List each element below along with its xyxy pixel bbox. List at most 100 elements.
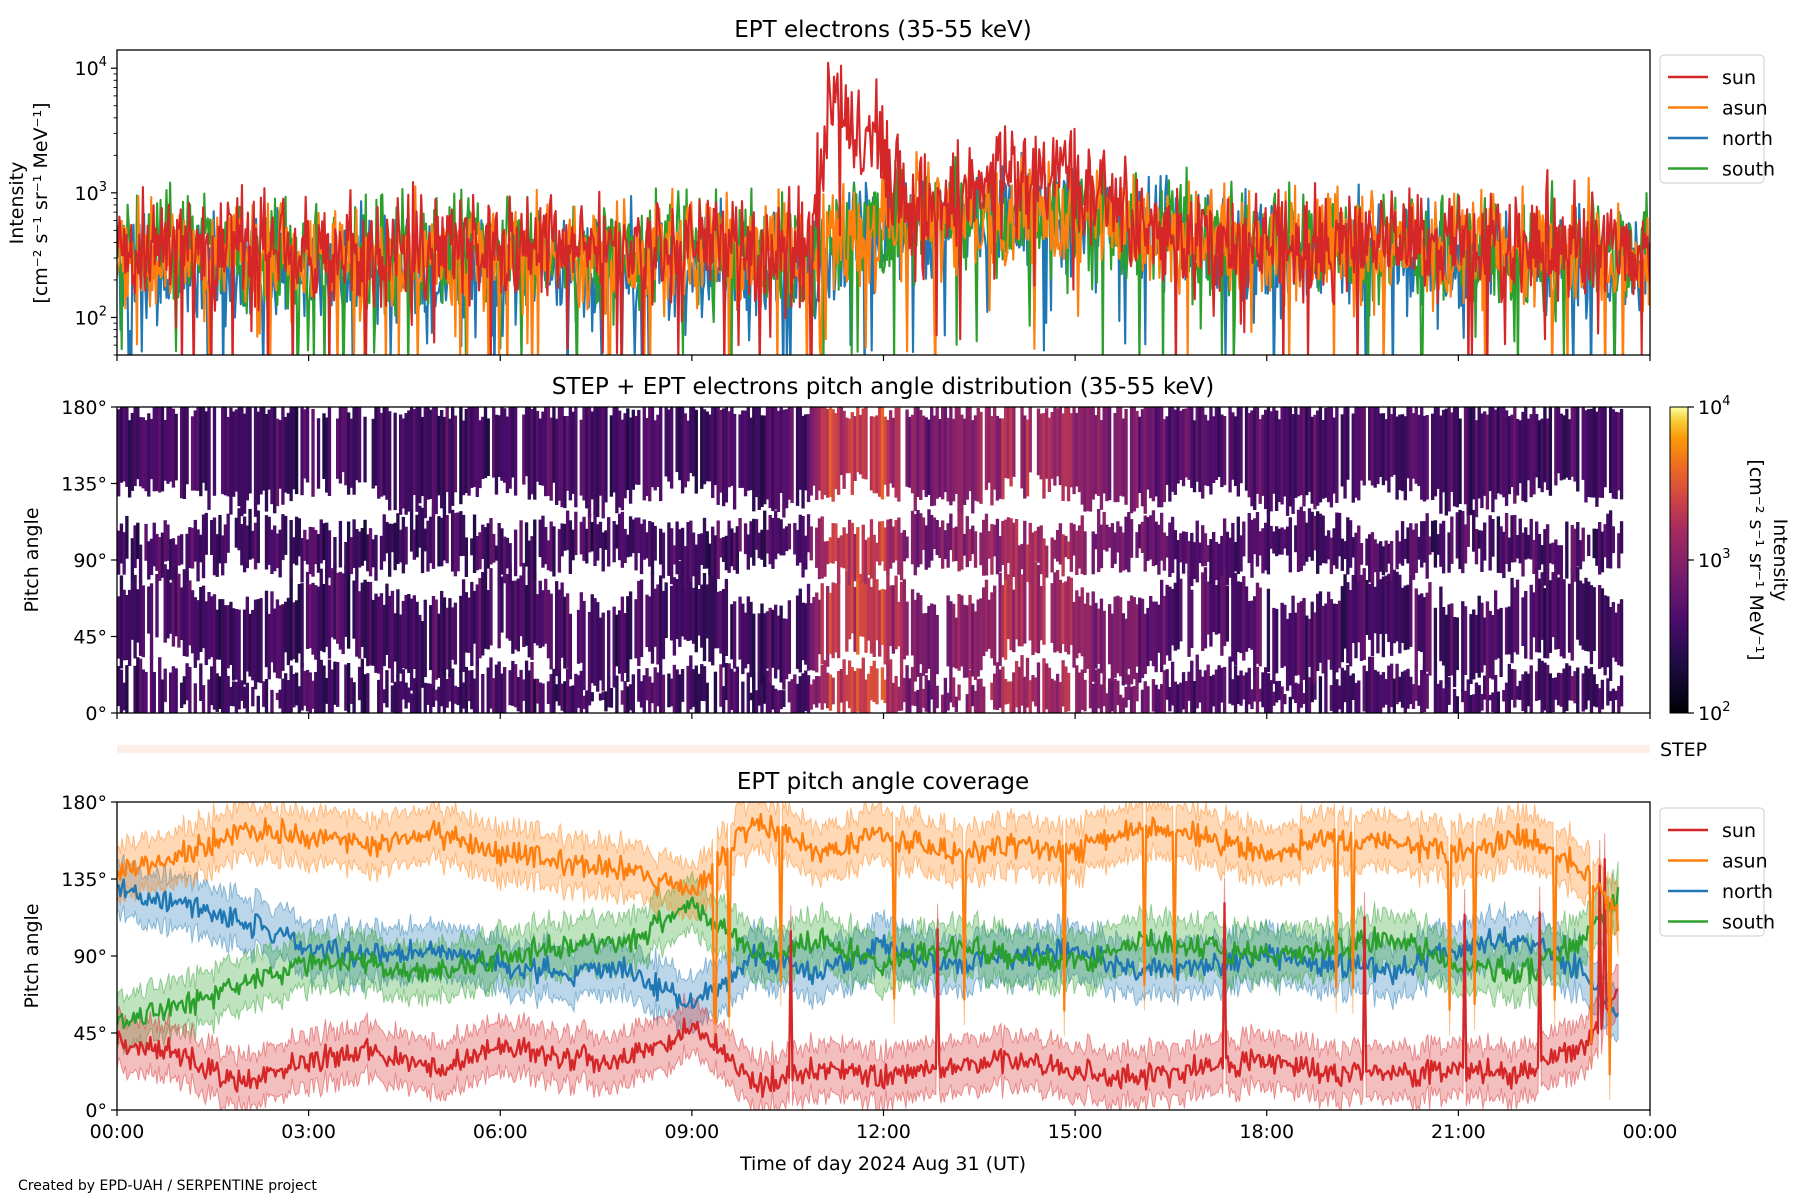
heatmap-cell [916,407,920,497]
heatmap-cell [943,677,948,713]
heatmap-cell [1483,411,1487,496]
heatmap-cell [763,613,767,677]
heatmap-cell [1389,541,1394,582]
heatmap-cell [1447,677,1451,705]
heatmap-cell [1387,573,1391,642]
heatmap-cell [724,578,729,656]
heatmap-cell [708,414,712,482]
heatmap-cell [130,538,135,581]
heatmap-cell [158,657,162,713]
heatmap-cell [628,417,633,504]
heatmap-cell [771,609,775,668]
heatmap-cell [1351,413,1355,503]
heatmap-cell [765,529,770,554]
heatmap-cell [1050,678,1054,713]
heatmap-cell [1387,407,1391,493]
y-tick-label: 0° [85,1100,107,1122]
heatmap-cell [322,584,326,653]
heatmap-cell [1272,407,1276,494]
heatmap-cell [1540,545,1544,565]
heatmap-cell [691,532,696,577]
heatmap-cell [171,408,176,488]
heatmap-cell [1370,532,1375,584]
heatmap-cell [450,407,455,506]
heatmap-cell [459,407,463,505]
heatmap-cell [445,607,449,670]
heatmap-cell [949,407,953,506]
heatmap-cell [954,617,959,669]
heatmap-cell [212,666,217,710]
heatmap-cell [815,592,819,673]
heatmap-cell [448,673,452,702]
heatmap-cell [234,681,239,713]
heatmap-cell [1565,663,1569,711]
heatmap-cell [1173,582,1178,651]
heatmap-cell [560,407,564,508]
heatmap-cell [760,680,764,713]
heatmap-cell [1348,675,1353,713]
heatmap-cell [289,407,293,502]
heatmap-cell [1220,414,1224,488]
heatmap-cell [398,681,403,713]
heatmap-cell [1518,680,1522,700]
heatmap-cell [951,603,956,668]
heatmap-cell [1195,407,1199,482]
heatmap-cell [210,596,214,658]
heatmap-cell [1116,407,1120,503]
heatmap-cell [680,407,685,494]
heatmap-cell [275,692,280,701]
heatmap-cell [245,525,249,569]
heatmap-cell [1176,573,1180,650]
heatmap-cell [1335,512,1339,569]
heatmap-cell [1102,511,1106,550]
heatmap-cell [497,523,501,587]
legend-label-asun: asun [1722,851,1768,873]
heatmap-cell [850,573,854,634]
heatmap-cell [908,678,912,713]
heatmap-cell [998,572,1002,666]
heatmap-cell [1329,537,1334,575]
heatmap-cell [864,679,868,713]
heatmap-cell [1127,512,1131,573]
heatmap-cell [1406,668,1410,709]
heatmap-cell [229,686,233,706]
heatmap-cell [223,524,228,564]
heatmap-cell [620,419,625,511]
heatmap-cell [155,533,159,571]
heatmap-cell [1444,682,1449,713]
heatmap-cell [686,420,690,482]
heatmap-cell [1337,600,1342,669]
heatmap-cell [749,692,753,701]
heatmap-cell [1225,586,1230,642]
heatmap-cell [368,528,373,577]
heatmap-cell [1450,412,1454,492]
series-line-north [117,878,1620,1018]
heatmap-cell [858,573,863,637]
heatmap-cell [1253,596,1257,677]
heatmap-cell [1244,586,1249,652]
heatmap-cell [423,599,427,678]
heatmap-cell [1088,681,1093,709]
heatmap-cell [1132,597,1136,680]
heatmap-cell [336,572,340,644]
heatmap-cell [659,528,663,565]
heatmap-cell [1066,407,1071,502]
heatmap-cell [1212,532,1216,582]
heatmap-cell [1228,407,1232,493]
heatmap-cell [511,407,515,478]
heatmap-cell [281,678,285,713]
heatmap-cell [732,413,737,510]
heatmap-cell [426,407,430,500]
heatmap-cell [1294,682,1298,703]
heatmap-cell [1149,407,1153,499]
heatmap-cell [713,407,718,486]
heatmap-cell [1422,521,1427,563]
heatmap-cell [1469,614,1473,684]
heatmap-cell [472,514,477,573]
heatmap-cell [880,667,885,700]
heatmap-cell [1176,540,1180,582]
heatmap-cell [1274,410,1279,511]
heatmap-cell [199,407,203,497]
heatmap-cell [1406,527,1410,564]
heatmap-cell [702,409,707,485]
